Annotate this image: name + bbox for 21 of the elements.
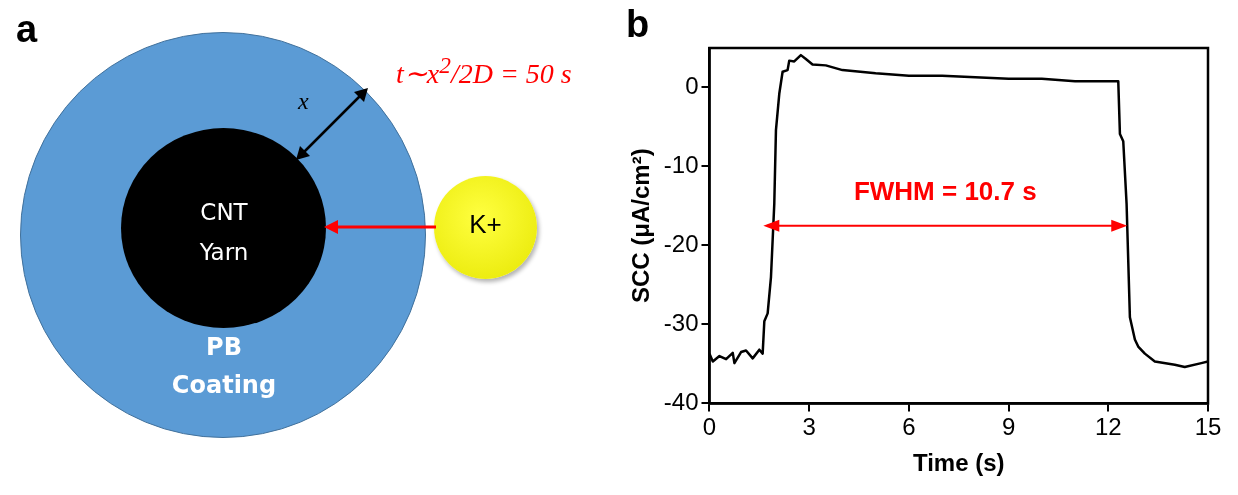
y-tick-label: -10 [663,151,699,179]
y-tick-label: -30 [663,309,699,337]
text: PB Coating [170,332,278,401]
text: K+ [468,209,503,240]
text: a [16,8,38,51]
x-tick-label: 9 [1001,413,1016,441]
x-tick-label: 3 [802,413,816,441]
text: CNT Yarn [198,198,250,267]
x-tick-label: 12 [1094,413,1122,441]
x-tick-label: 6 [902,413,916,441]
y-tick-label: -40 [663,388,699,416]
text: x [298,88,309,115]
y-axis-title: SCC (μA/cm²) [627,148,655,304]
x-tick-label: 0 [702,413,717,441]
x-tick-label: 15 [1194,413,1222,441]
y-tick-label: -20 [663,230,699,258]
annotation: FWHM = 10.7 s [853,175,1037,206]
y-tick-label: 0 [685,72,699,100]
chart-title: b [626,3,650,46]
x-axis-title: Time (s) [912,449,1005,477]
text: t∼x$^{2}$/2D = 50 s [396,52,572,91]
